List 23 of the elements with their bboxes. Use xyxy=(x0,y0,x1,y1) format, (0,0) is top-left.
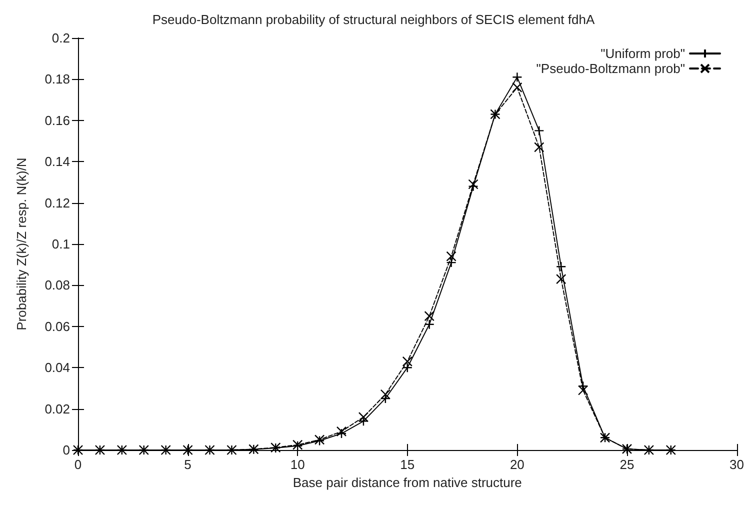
legend-label: "Uniform prob" xyxy=(600,46,686,61)
x-tick-label: 5 xyxy=(184,457,192,472)
y-tick-label: 0.1 xyxy=(52,236,70,252)
y-tick-label: 0.2 xyxy=(52,30,70,46)
y-tick-label: 0.06 xyxy=(44,318,70,334)
y-tick-label: 0.16 xyxy=(44,112,70,128)
y-tick-label: 0 xyxy=(62,442,70,458)
x-tick-label: 20 xyxy=(510,457,524,472)
y-tick-label: 0.08 xyxy=(44,278,70,293)
legend-label: "Pseudo-Boltzmann prob" xyxy=(536,61,686,76)
y-tick-label: 0.04 xyxy=(44,360,70,376)
y-tick-label: 0.18 xyxy=(44,72,70,87)
y-tick-label: 0.02 xyxy=(44,401,70,416)
x-tick-label: 15 xyxy=(400,457,415,472)
y-tick-label: 0.12 xyxy=(44,195,70,210)
y-axis-title: Probability Z(k)/Z resp. N(k)/N xyxy=(14,158,29,330)
x-tick-label: 30 xyxy=(730,457,744,472)
x-tick-label: 10 xyxy=(290,457,305,472)
chart-title: Pseudo-Boltzmann probability of structural neighbors of SECIS element fdhA xyxy=(152,12,595,27)
x-tick-label: 25 xyxy=(620,457,634,472)
y-tick-label: 0.14 xyxy=(44,154,70,170)
x-tick-label: 0 xyxy=(74,457,82,472)
x-axis-title: Base pair distance from native structure xyxy=(292,474,522,490)
